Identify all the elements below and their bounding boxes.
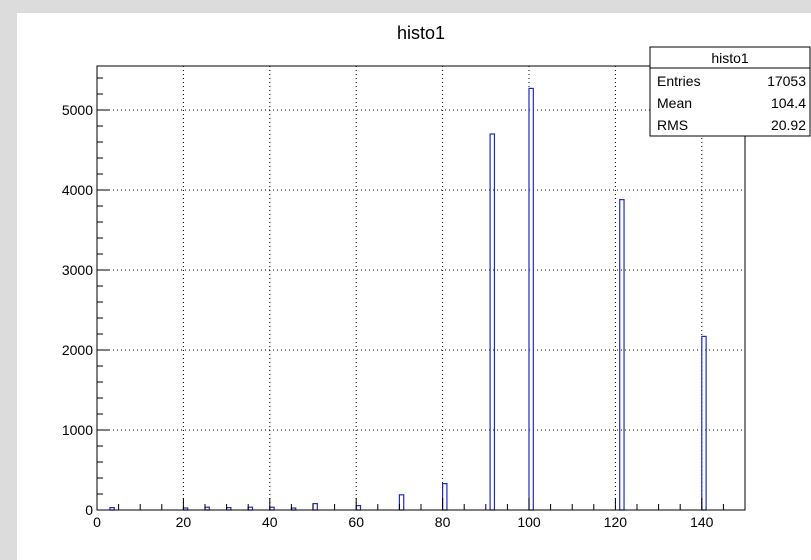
stats-entries-label: Entries [657,73,701,89]
axes [96,65,746,511]
stats-mean-value: 104.4 [771,95,806,111]
y-tick-label: 3000 [62,262,93,278]
x-tick-label: 40 [262,514,278,530]
stats-box-title: histo1 [711,50,749,66]
tick-labels: 0 20 40 60 80 100 120 140 0 1000 2000 3000 4000 5000 [62,102,714,530]
x-tick-label: 20 [176,514,192,530]
x-tick-label: 140 [690,514,714,530]
histogram-bar [442,483,448,511]
plot-frame [96,65,746,511]
histogram-bar [701,335,707,511]
y-tick-label: 0 [85,502,93,518]
stats-rms-value: 20.92 [771,117,806,133]
histogram-bars [109,87,707,511]
grid-lines [97,66,745,510]
stats-box-frame [649,46,811,137]
stats-box: histo1 Entries 17053 Mean 104.4 RMS 20.9… [649,46,811,137]
histogram-bar [355,505,362,511]
chart-title: histo1 [397,23,445,43]
histogram-bar [398,494,405,511]
y-tick-label: 5000 [62,102,93,118]
x-tick-label: 60 [348,514,364,530]
stats-rms-label: RMS [657,117,688,133]
x-tick-label: 120 [604,514,628,530]
histogram-bar [619,199,625,511]
x-tick-label: 80 [435,514,451,530]
y-tick-label: 4000 [62,182,93,198]
stats-entries-value: 17053 [767,73,806,89]
x-tick-label: 0 [93,514,101,530]
y-tick-label: 2000 [62,342,93,358]
stats-mean-label: Mean [657,95,692,111]
histogram-bar [528,87,534,511]
histogram-bar [312,503,318,511]
x-tick-label: 100 [517,514,541,530]
y-tick-label: 1000 [62,422,93,438]
